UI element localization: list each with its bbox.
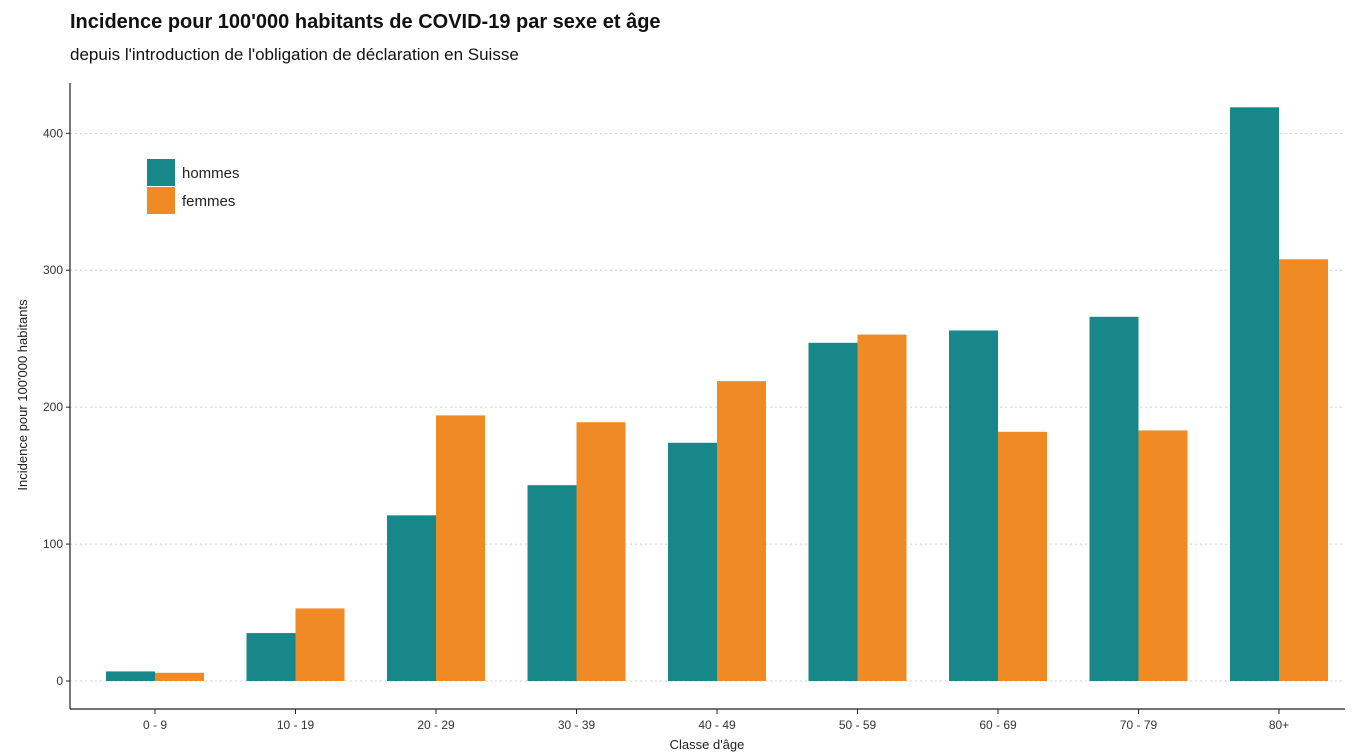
y-ticks: 0 100 200 300 400 (43, 126, 70, 688)
y-tick-label: 400 (43, 126, 63, 140)
x-tick-label: 60 - 69 (979, 718, 1017, 732)
y-tick-label: 200 (43, 400, 63, 414)
bar-hommes-6 (949, 330, 998, 681)
bar-hommes-1 (247, 633, 296, 681)
bar-femmes-3 (577, 422, 626, 681)
bar-hommes-3 (528, 485, 577, 681)
x-tick-label: 10 - 19 (277, 718, 315, 732)
bar-femmes-8 (1279, 259, 1328, 681)
bar-femmes-0 (155, 673, 204, 681)
x-tick-label: 20 - 29 (417, 718, 455, 732)
x-axis-label: Classe d'âge (670, 737, 745, 752)
x-tick-label: 50 - 59 (839, 718, 877, 732)
bar-femmes-6 (998, 432, 1047, 681)
legend-label-femmes: femmes (182, 193, 235, 210)
bar-hommes-0 (106, 671, 155, 681)
bar-hommes-4 (668, 443, 717, 681)
legend-swatch-femmes (147, 187, 175, 214)
bar-femmes-4 (717, 381, 766, 681)
y-tick-label: 300 (43, 263, 63, 277)
bar-hommes-2 (387, 515, 436, 681)
bars (106, 107, 1328, 681)
x-tick-label: 80+ (1269, 718, 1289, 732)
legend-label-hommes: hommes (182, 165, 240, 182)
x-tick-label: 0 - 9 (143, 718, 167, 732)
y-axis-label: Incidence pour 100'000 habitants (15, 299, 30, 491)
bar-femmes-1 (296, 608, 345, 681)
bar-hommes-8 (1230, 107, 1279, 681)
y-tick-label: 100 (43, 537, 63, 551)
bar-femmes-5 (858, 335, 907, 681)
legend: hommes femmes (147, 159, 240, 214)
legend-swatch-hommes (147, 159, 175, 186)
x-tick-label: 70 - 79 (1120, 718, 1158, 732)
x-ticks: 0 - 9 10 - 19 20 - 29 30 - 39 40 - 49 50 - 59… (143, 709, 1289, 732)
x-tick-label: 40 - 49 (698, 718, 736, 732)
y-tick-label: 0 (56, 674, 63, 688)
x-tick-label: 30 - 39 (558, 718, 596, 732)
bar-hommes-5 (809, 343, 858, 681)
bar-femmes-7 (1139, 430, 1188, 681)
bar-hommes-7 (1090, 317, 1139, 681)
bar-femmes-2 (436, 415, 485, 681)
